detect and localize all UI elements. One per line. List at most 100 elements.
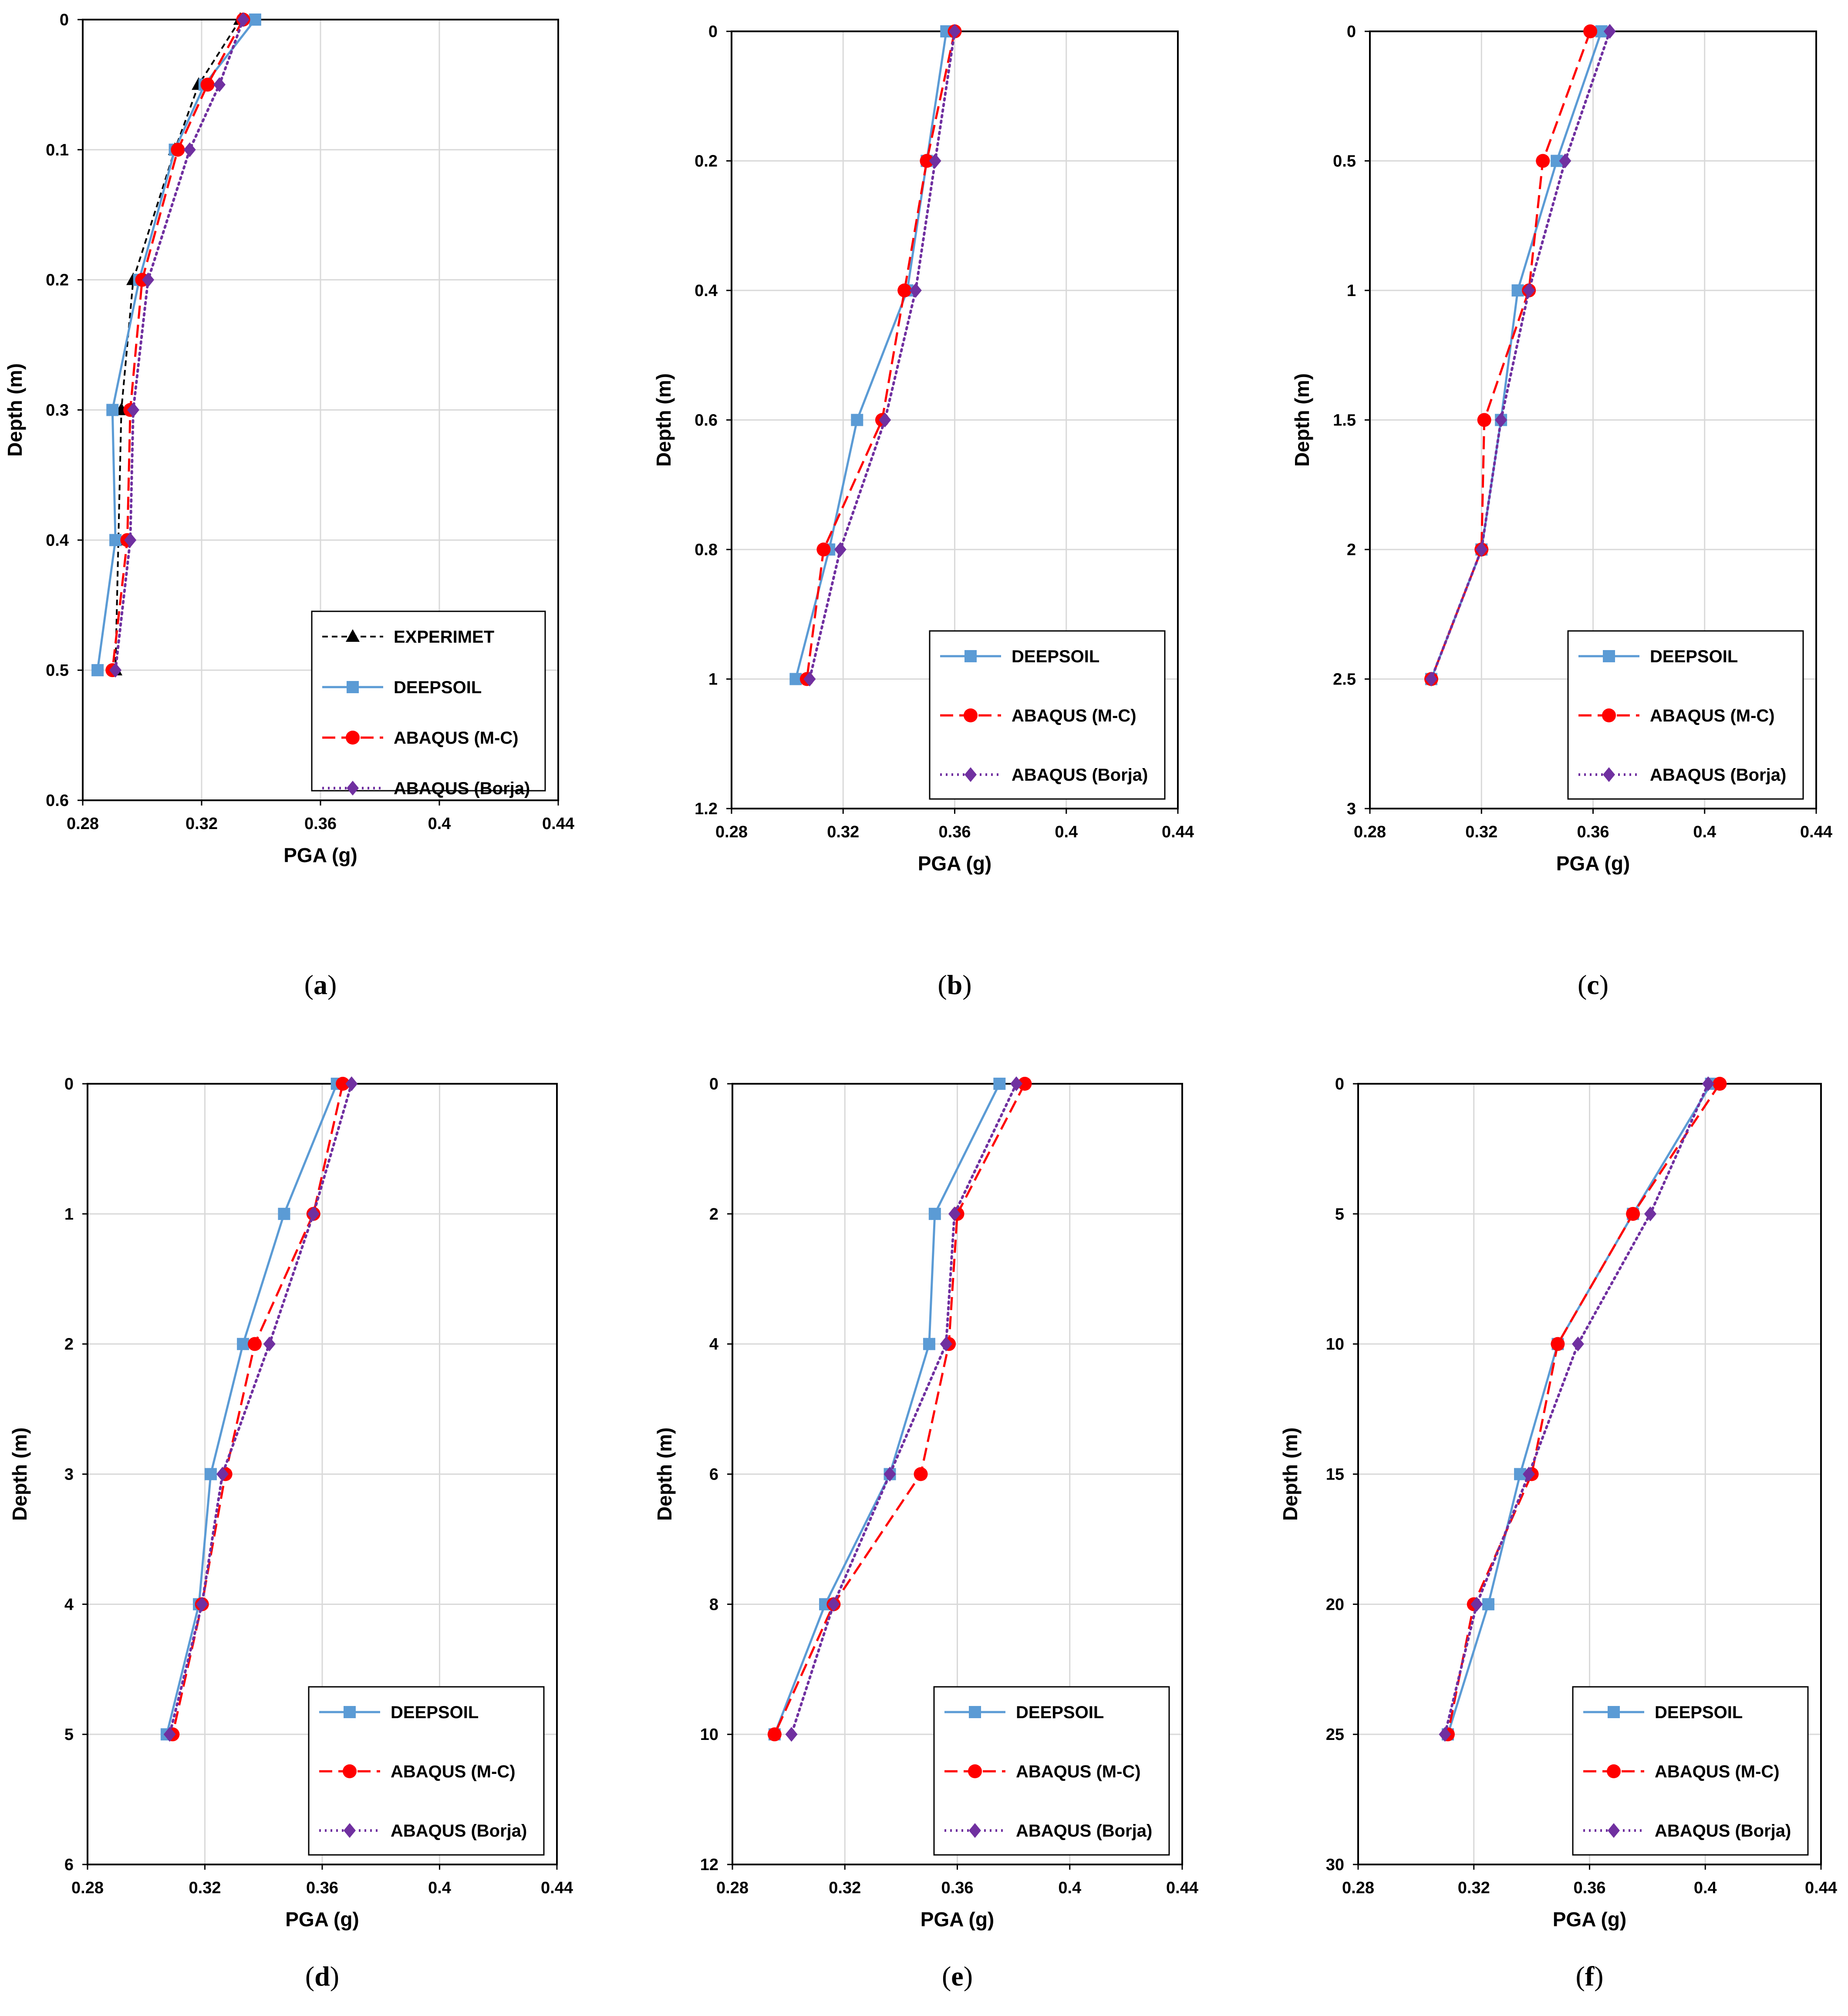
caption-letter: e: [951, 1961, 963, 1992]
y-tick-label: 2: [1347, 541, 1356, 559]
legend-marker: [1608, 1706, 1620, 1718]
x-tick-label: 0.28: [71, 1879, 104, 1897]
legend-label: ABAQUS (M-C): [1016, 1762, 1141, 1781]
legend: DEEPSOIL ABAQUS (M-C) ABAQUS (Borja): [929, 630, 1166, 800]
x-axis-title: PGA (g): [1553, 1908, 1627, 1931]
legend-marker: [969, 1823, 981, 1838]
data-point: [1713, 1077, 1727, 1091]
y-tick-label: 1: [1347, 282, 1356, 300]
legend-label: DEEPSOIL: [1012, 647, 1099, 666]
data-point: [1439, 1727, 1451, 1742]
y-tick-label: 0.8: [695, 541, 718, 559]
data-point: [1551, 1337, 1565, 1351]
data-point: [204, 1468, 217, 1480]
caption-letter: b: [947, 969, 963, 1000]
data-point: [948, 1206, 961, 1221]
y-tick-label: 0: [709, 1075, 718, 1093]
legend: DEEPSOIL ABAQUS (M-C) ABAQUS (Borja): [1572, 1686, 1809, 1856]
y-tick-label: 1.2: [695, 800, 718, 818]
x-tick-label: 0.36: [306, 1879, 338, 1897]
series-line-deepsoil: [794, 31, 948, 680]
caption-paren-close: ): [1599, 969, 1609, 1000]
chart-f: 0.28 0.32 0.36 0.4 0.44 0 5 10 15 20 25 30 PGA (g) De…: [1279, 1075, 1837, 1992]
caption-paren-open: (: [942, 1961, 951, 1992]
x-tick-label: 0.4: [1694, 1879, 1717, 1897]
legend-label: ABAQUS (Borja): [1650, 765, 1786, 785]
legend-label: DEEPSOIL: [1655, 1703, 1743, 1722]
y-tick-label: 10: [700, 1726, 718, 1744]
caption-paren-close: ): [1594, 1961, 1603, 1992]
data-point: [897, 283, 912, 297]
legend-marker: [964, 650, 977, 662]
data-point: [940, 1336, 952, 1352]
series-line-abaqus-borja: [1430, 30, 1611, 681]
legend-label: DEEPSOIL: [1016, 1703, 1104, 1722]
y-axis-title: Depth (m): [8, 1427, 31, 1521]
y-axis-title: Depth (m): [1291, 373, 1313, 467]
data-point: [237, 12, 250, 27]
series-line-abaqus-borja: [168, 1082, 353, 1736]
legend-marker: [347, 781, 359, 796]
data-point: [879, 412, 891, 428]
legend-label: ABAQUS (Borja): [1016, 1821, 1152, 1841]
caption-letter: d: [314, 1961, 330, 1992]
data-point: [1644, 1206, 1657, 1221]
y-tick-label: 0.5: [46, 661, 69, 680]
x-axis-title: PGA (g): [1556, 852, 1630, 875]
data-point: [1603, 24, 1616, 39]
data-point: [920, 154, 934, 168]
data-point: [1571, 1336, 1584, 1352]
x-tick-label: 0.32: [829, 1879, 861, 1897]
data-point: [1522, 1466, 1535, 1482]
legend-marker: [964, 708, 978, 722]
x-tick-label: 0.28: [715, 823, 748, 841]
y-tick-label: 0.2: [46, 271, 69, 290]
x-tick-label: 0.32: [189, 1879, 221, 1897]
caption: (e): [942, 1961, 973, 1992]
y-tick-label: 2: [64, 1335, 74, 1354]
data-point: [249, 13, 261, 26]
y-tick-label: 3: [1347, 800, 1356, 818]
y-tick-label: 6: [709, 1466, 718, 1484]
x-tick-label: 0.32: [1458, 1879, 1490, 1897]
data-point: [263, 1336, 276, 1352]
data-point: [1511, 284, 1524, 297]
y-tick-label: 5: [1335, 1205, 1344, 1224]
data-point: [109, 663, 122, 678]
x-tick-label: 0.36: [939, 823, 971, 841]
data-point: [1495, 412, 1507, 428]
series-line-abaqus-borja: [808, 30, 956, 681]
legend-label: ABAQUS (M-C): [1655, 1762, 1780, 1781]
caption-letter: f: [1585, 1961, 1595, 1992]
x-tick-label: 0.36: [941, 1879, 974, 1897]
y-tick-label: 4: [64, 1595, 74, 1614]
y-tick-label: 30: [1326, 1856, 1344, 1874]
data-point: [909, 283, 922, 298]
x-axis-title: PGA (g): [921, 1908, 995, 1931]
legend-label: EXPERIMET: [394, 627, 494, 647]
data-point: [1010, 1076, 1023, 1091]
y-tick-label: 0: [708, 23, 718, 41]
y-tick-label: 0.5: [1333, 152, 1356, 171]
data-point: [827, 1597, 840, 1612]
data-point: [336, 1077, 350, 1091]
legend-label: DEEPSOIL: [1650, 647, 1738, 666]
x-tick-label: 0.28: [1342, 1879, 1374, 1897]
y-tick-label: 0.4: [46, 531, 69, 550]
legend-label: DEEPSOIL: [394, 678, 482, 697]
data-point: [767, 1727, 782, 1742]
data-point: [884, 1466, 896, 1482]
legend-label: ABAQUS (Borja): [1655, 1821, 1791, 1841]
legend-marker: [969, 1706, 981, 1718]
caption-paren-open: (: [305, 1961, 314, 1992]
y-tick-label: 5: [64, 1726, 74, 1744]
y-tick-label: 4: [709, 1335, 718, 1354]
data-point: [789, 673, 802, 685]
legend-marker: [346, 731, 360, 745]
data-point: [307, 1206, 320, 1221]
data-point: [1523, 283, 1535, 298]
x-tick-label: 0.4: [428, 1879, 451, 1897]
data-point: [948, 24, 961, 39]
legend-label: ABAQUS (M-C): [394, 728, 519, 748]
series-line-deepsoil: [1447, 1083, 1712, 1735]
